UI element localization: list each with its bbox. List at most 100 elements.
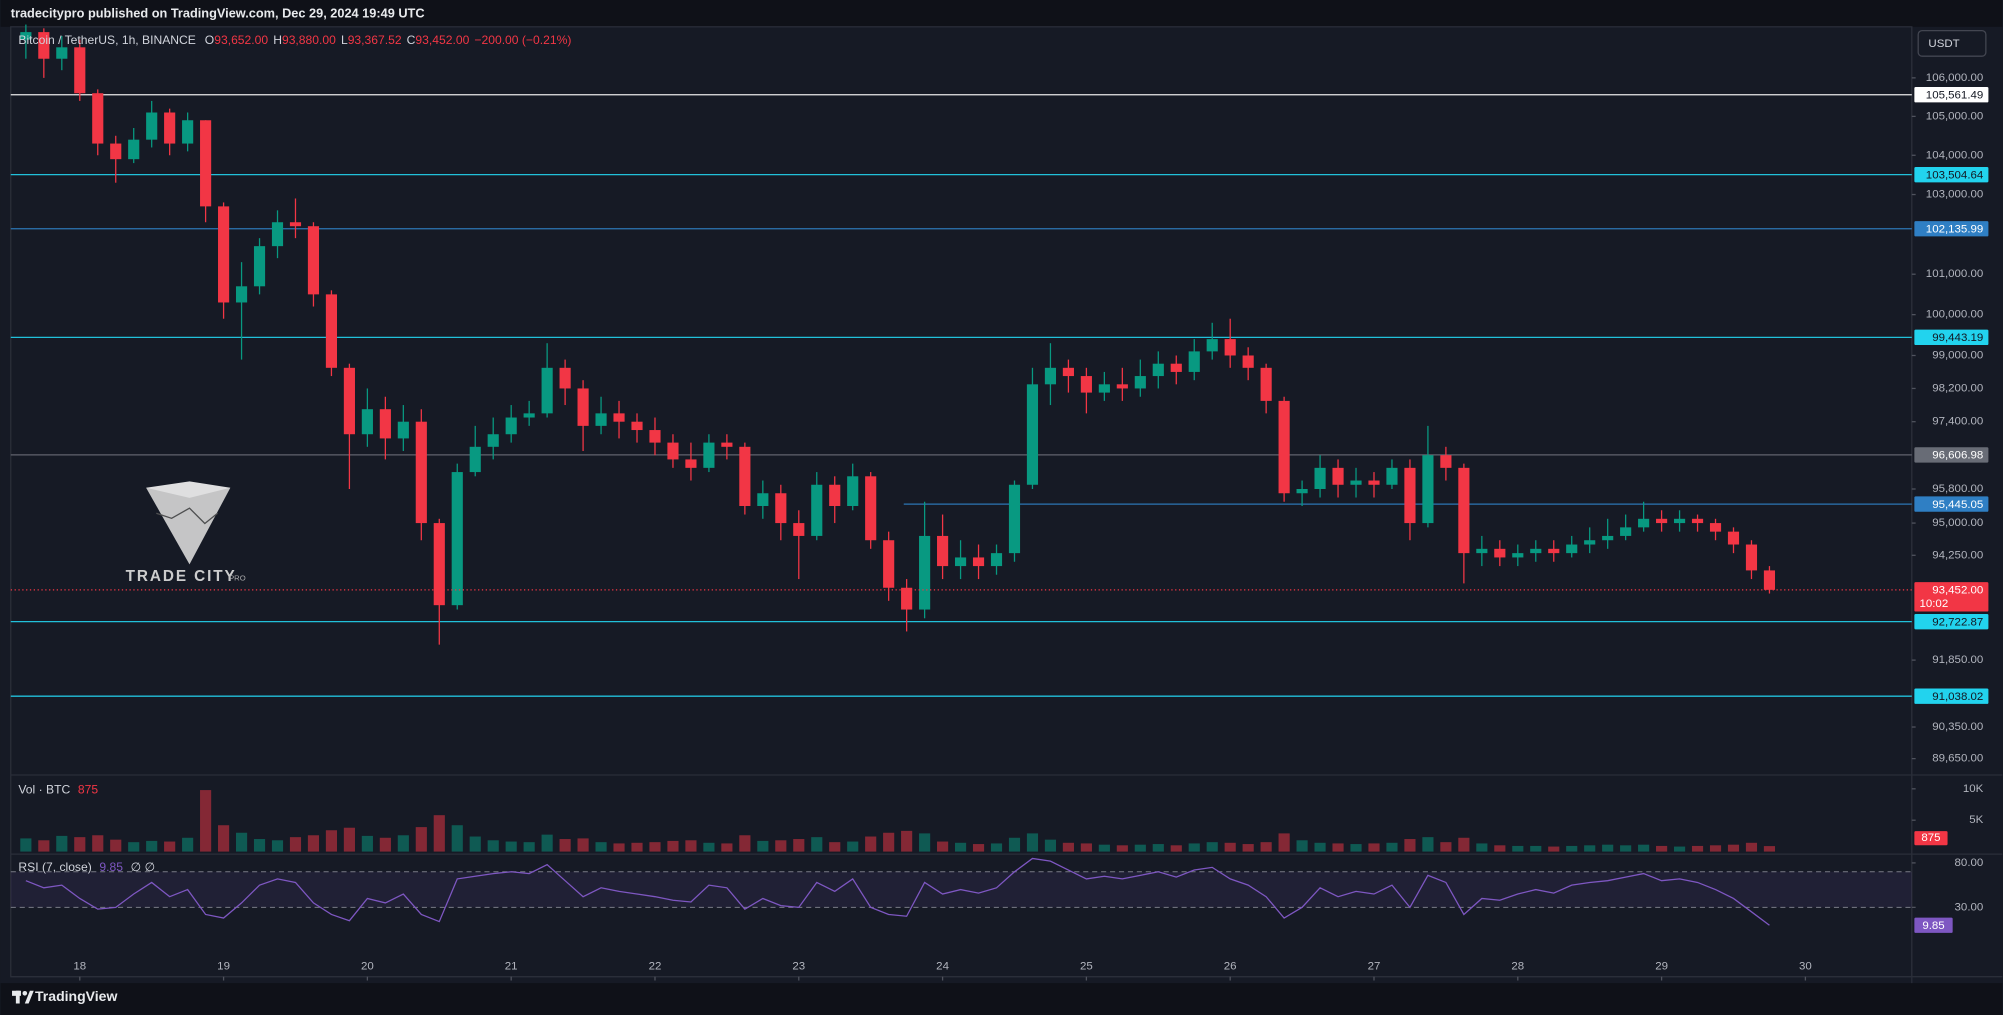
volume-bar bbox=[469, 836, 481, 852]
volume-bar bbox=[1152, 844, 1164, 852]
y-tick-label: 10K bbox=[1963, 783, 1984, 795]
candle-body bbox=[1494, 548, 1506, 558]
candle-body bbox=[757, 493, 769, 507]
volume-bar bbox=[271, 840, 284, 852]
currency-button[interactable] bbox=[1917, 30, 1987, 57]
volume-bar bbox=[110, 839, 122, 852]
x-tick-label: 19 bbox=[217, 961, 230, 973]
candle-body bbox=[397, 421, 409, 439]
y-tick-label: 103,000.00 bbox=[1926, 189, 1983, 201]
volume-bar bbox=[883, 832, 895, 852]
level-label: 91,038.02 bbox=[1932, 691, 1983, 703]
candle-body bbox=[325, 294, 338, 368]
candle-body bbox=[829, 484, 841, 507]
ohlc-key: H bbox=[273, 33, 282, 47]
volume-bar bbox=[1206, 842, 1218, 852]
candle-body bbox=[1709, 523, 1722, 532]
level-label-box bbox=[1914, 221, 1989, 237]
brand[interactable]: TradingView bbox=[35, 988, 117, 1004]
candle-body bbox=[901, 587, 913, 610]
volume-bar bbox=[1422, 837, 1434, 852]
y-tick-label: 30.00 bbox=[1955, 901, 1984, 913]
volume-bar bbox=[38, 840, 50, 852]
candle-body bbox=[1458, 467, 1470, 554]
volume-bar bbox=[325, 830, 338, 852]
volume-bar bbox=[379, 837, 391, 852]
volume-bar bbox=[847, 841, 859, 852]
volume-bar bbox=[793, 839, 805, 852]
volume-legend: Vol · BTC 875 bbox=[18, 782, 98, 796]
volume-bar bbox=[1350, 844, 1362, 852]
candle-body bbox=[1314, 467, 1326, 490]
volume-bar bbox=[146, 840, 158, 852]
volume-bar bbox=[1062, 842, 1074, 852]
rsi-title: RSI (7, close) bbox=[18, 860, 91, 874]
volume-bar bbox=[972, 844, 985, 852]
candle-body bbox=[1350, 480, 1362, 485]
volume-bar bbox=[649, 842, 661, 852]
volume-bar bbox=[1512, 845, 1524, 852]
candle-body bbox=[811, 484, 823, 536]
x-tick-label: 25 bbox=[1080, 961, 1093, 973]
volume-bar bbox=[1440, 842, 1452, 852]
candle-body bbox=[182, 120, 194, 144]
y-tick-label: 97,400.00 bbox=[1932, 416, 1983, 428]
ohlc-key: L bbox=[341, 33, 348, 47]
ohlc-value: 93,880.00 bbox=[282, 33, 336, 47]
candle-body bbox=[1602, 535, 1614, 541]
volume-bar bbox=[1386, 842, 1398, 852]
y-tick-label: 106,000.00 bbox=[1926, 72, 1983, 84]
brand-icon bbox=[12, 990, 34, 1004]
y-tick-label: 80.00 bbox=[1955, 857, 1984, 869]
candle-body bbox=[865, 476, 877, 541]
candle-body bbox=[1296, 489, 1308, 494]
candle-body bbox=[1512, 553, 1524, 558]
candle-body bbox=[1440, 455, 1452, 468]
volume-bar bbox=[1602, 844, 1614, 852]
candle-body bbox=[1763, 570, 1776, 590]
candle-body bbox=[451, 472, 463, 606]
volume-bar bbox=[92, 835, 104, 852]
volume-bar bbox=[307, 835, 320, 852]
candle-body bbox=[937, 535, 949, 567]
volume-bar bbox=[685, 840, 697, 852]
ohlc-value: 93,452.00 bbox=[415, 33, 469, 47]
volume-bar bbox=[1566, 845, 1578, 852]
y-tick-label: 95,000.00 bbox=[1932, 517, 1983, 529]
candle-body bbox=[595, 413, 607, 426]
volume-label: 875 bbox=[1921, 832, 1940, 844]
volume-bar bbox=[523, 842, 535, 852]
volume-bar bbox=[253, 839, 266, 852]
candle-body bbox=[1656, 518, 1668, 524]
currency[interactable]: USDT bbox=[1928, 38, 1959, 50]
volume-bar bbox=[1278, 833, 1290, 852]
volume-bar bbox=[703, 842, 715, 852]
watermark-logo: TRADE CITY PRO bbox=[126, 481, 246, 585]
rsi-value: 9.85 bbox=[99, 860, 123, 874]
volume-bar bbox=[1476, 843, 1488, 852]
level-label-box bbox=[1914, 688, 1989, 704]
y-tick-label: 105,000.00 bbox=[1926, 110, 1983, 122]
candle-body bbox=[1008, 484, 1021, 554]
volume-bar bbox=[829, 842, 841, 852]
chart-title: Bitcoin / TetherUS, 1h, BINANCE bbox=[18, 33, 195, 47]
ohlc-value: 93,652.00 bbox=[214, 33, 268, 47]
candle-body bbox=[919, 535, 931, 610]
volume-bar bbox=[1008, 837, 1021, 852]
volume-bar bbox=[631, 842, 643, 852]
candle-body bbox=[577, 388, 589, 426]
change: −200.00 (−0.21%) bbox=[474, 33, 571, 47]
candle-body bbox=[289, 222, 302, 227]
logo-suffix: PRO bbox=[229, 573, 246, 582]
y-tick-label: 101,000.00 bbox=[1926, 268, 1983, 280]
candle-body bbox=[954, 557, 967, 567]
x-tick-label: 30 bbox=[1799, 961, 1812, 973]
level-label: 103,504.64 bbox=[1926, 169, 1984, 181]
ohlc-key: C bbox=[407, 33, 416, 47]
candle-body bbox=[415, 421, 427, 524]
candle-body bbox=[1476, 548, 1488, 554]
candle-body bbox=[703, 442, 715, 468]
candle-body bbox=[847, 476, 859, 507]
candle-body bbox=[505, 417, 517, 435]
